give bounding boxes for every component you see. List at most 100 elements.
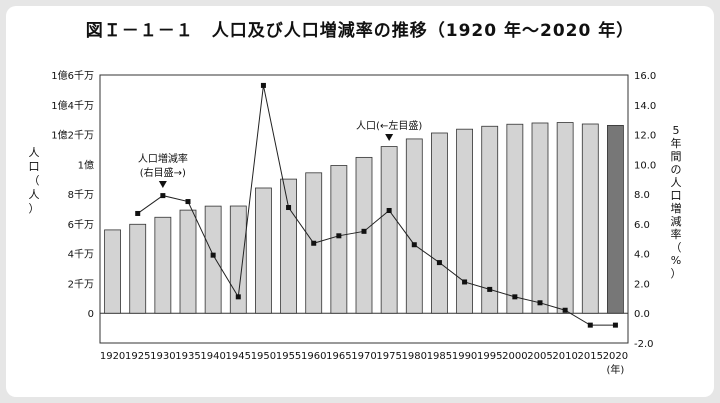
annotation-growth-scale: (右目盛→) [140,166,186,179]
x-tick-label: 1940 [200,351,225,362]
annotation-population-arrow [385,134,394,141]
left-axis-label-char: 口 [29,160,40,173]
growth-rate-point [286,205,292,211]
x-tick-label: 1930 [150,351,175,362]
growth-rate-point [260,82,266,88]
left-tick-label: 4千万 [68,249,94,261]
right-axis-label-char: 5 [673,124,680,137]
right-axis-label-char: 率 [671,227,682,241]
left-axis-label-char: 人 [29,146,40,159]
x-tick-label: 1965 [326,351,351,362]
population-bar [481,125,499,314]
growth-rate-point [135,210,141,216]
right-tick-label: -2.0 [634,339,654,350]
plot-area [99,74,629,344]
right-tick-label: 14.0 [634,101,656,112]
growth-rate-point [185,199,191,205]
right-tick-label: 12.0 [634,131,656,142]
left-tick-label: 1億 [78,158,94,171]
growth-rate-point [411,242,417,248]
x-tick-label: 1935 [175,351,200,362]
growth-rate-point [462,279,468,285]
population-bar [129,223,147,314]
right-axis-label-char: 人 [671,176,682,189]
population-bar [581,123,599,314]
growth-rate-point [436,260,442,266]
right-tick-label: 0.0 [634,309,650,320]
growth-rate-point [311,240,317,246]
population-bar [280,178,297,314]
population-bar [229,205,247,314]
growth-rate-point [160,193,166,199]
annotation-growth-label: 人口増減率 [138,152,188,165]
population-bar [556,122,574,314]
right-axis-label-char: 口 [671,189,682,202]
x-tick-label: 1970 [351,351,376,362]
population-bar [405,138,423,314]
x-tick-label: 2000 [502,351,527,362]
left-tick-label: 2千万 [68,278,94,290]
x-tick-label: 1985 [427,351,452,362]
right-tick-label: 4.0 [634,250,650,261]
left-tick-label: 8千万 [68,189,94,201]
x-tick-label: 1950 [251,351,276,362]
growth-rate-point [537,300,543,306]
growth-rate-point [612,322,618,328]
left-tick-label: 0 [88,309,94,320]
right-axis-label-char: の [671,163,682,176]
right-tick-label: 16.0 [634,71,656,82]
x-tick-label: 2010 [552,351,577,362]
annotation-population-label: 人口(←左目盛) [356,119,422,132]
growth-rate-line [137,85,616,326]
left-axis-label-char: ） [29,202,40,215]
x-tick-label: 2020 [603,351,628,362]
right-tick-label: 2.0 [634,279,650,290]
x-tick-label: 1920 [100,351,125,362]
right-tick-label: 10.0 [634,160,656,171]
growth-rate-point [210,252,216,258]
x-axis-unit: (年) [607,363,625,376]
left-tick-label: 6千万 [68,219,94,231]
growth-rate-point [487,286,493,292]
left-axis-label-char: 人 [29,188,40,201]
right-axis-label-char: 間 [671,150,682,163]
growth-rate-point [386,207,392,213]
right-axis-label-char: % [671,254,681,267]
right-axis-label-char: 増 [671,202,682,215]
x-tick-label: 1955 [276,351,301,362]
population-bar [355,156,373,314]
left-tick-label: 1億4千万 [51,99,94,112]
right-axis-label-char: 年 [671,136,682,150]
growth-rate-point [512,294,518,300]
growth-rate-point [336,233,342,239]
population-bar [104,229,121,314]
x-tick-label: 1990 [452,351,477,362]
growth-rate-point [361,228,367,234]
right-axis-label-char: ） [671,267,682,280]
x-tick-label: 1960 [301,351,326,362]
x-tick-label: 1995 [477,351,502,362]
x-tick-label: 1980 [402,351,427,362]
right-axis-label-char: （ [671,241,682,254]
population-bar [179,209,197,314]
right-tick-label: 8.0 [634,190,650,201]
x-tick-label: 1945 [226,351,251,362]
left-tick-label: 1億6千万 [51,69,94,82]
x-tick-label: 1975 [376,351,401,362]
x-tick-label: 1925 [125,351,150,362]
growth-rate-point [562,307,568,313]
population-bar [380,146,398,314]
annotation-growth-arrow [158,181,167,188]
population-bar [255,187,272,314]
population-bar [506,123,524,314]
left-axis-label-char: （ [29,174,40,187]
population-bar [456,128,473,314]
right-axis-label-char: 減 [671,214,682,228]
chart-title: 図Ｉ－１－１ 人口及び人口増減率の推移（1920 年～2020 年） [85,21,635,41]
growth-rate-point [587,322,593,328]
right-tick-label: 6.0 [634,220,650,231]
population-bar [330,165,348,314]
x-tick-label: 2015 [578,351,603,362]
